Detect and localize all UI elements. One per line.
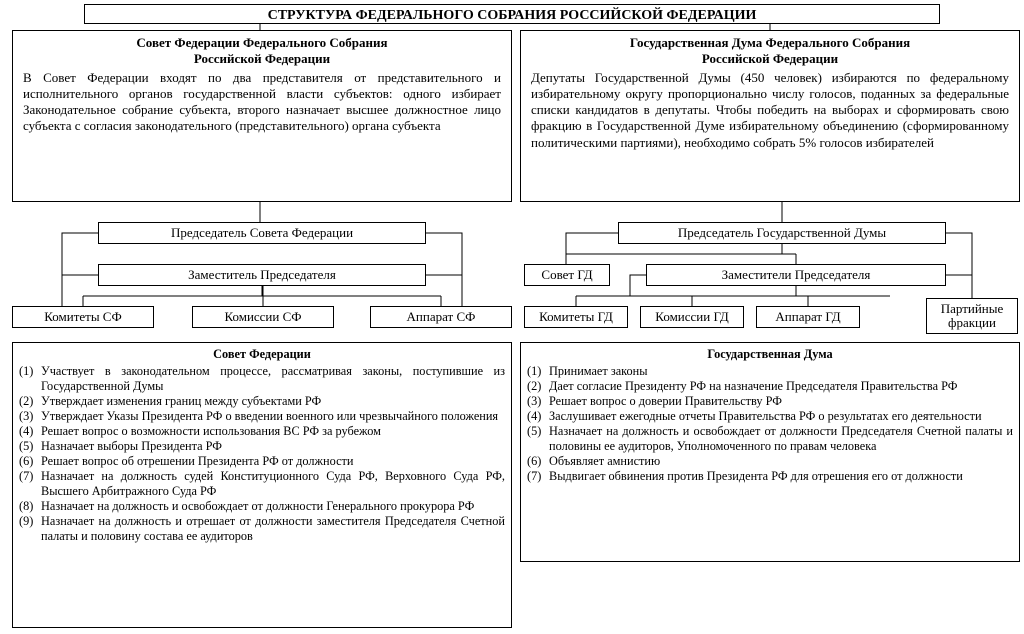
sf-function-item: Назначает на должность и отрешает от дол… [41, 514, 505, 544]
sf-header1: Совет Федерации Федерального Собрания [23, 35, 501, 51]
sf-functions-box: Совет Федерации Участвует в законодатель… [12, 342, 512, 628]
gd-function-item: Выдвигает обвинения против Президента РФ… [549, 469, 1013, 484]
sf-function-item: Участвует в законодательном процессе, ра… [41, 364, 505, 394]
sf-main-box: Совет Федерации Федерального Собрания Ро… [12, 30, 512, 202]
sf-function-item: Назначает выборы Президента РФ [41, 439, 505, 454]
sf-commissions: Комиссии СФ [192, 306, 334, 328]
gd-council: Совет ГД [524, 264, 610, 286]
gd-body: Депутаты Государственной Думы (450 челов… [531, 70, 1009, 151]
sf-functions-list: Участвует в законодательном процессе, ра… [19, 364, 505, 544]
sf-function-item: Решает вопрос о возможности использовани… [41, 424, 505, 439]
gd-apparatus: Аппарат ГД [756, 306, 860, 328]
gd-apparatus-label: Аппарат ГД [775, 309, 840, 324]
sf-apparatus: Аппарат СФ [370, 306, 512, 328]
sf-apparatus-label: Аппарат СФ [407, 309, 476, 324]
gd-header2: Российской Федерации [531, 51, 1009, 67]
gd-function-item: Дает согласие Президенту РФ на назначени… [549, 379, 1013, 394]
sf-header2: Российской Федерации [23, 51, 501, 67]
gd-commissions-label: Комиссии ГД [655, 309, 728, 324]
sf-chairman-label: Председатель Совета Федерации [171, 225, 353, 240]
gd-chairman-label: Председатель Государственной Думы [678, 225, 886, 240]
gd-committees: Комитеты ГД [524, 306, 628, 328]
sf-function-item: Утверждает изменения границ между субъек… [41, 394, 505, 409]
sf-functions-title: Совет Федерации [19, 347, 505, 362]
sf-committees-label: Комитеты СФ [44, 309, 122, 324]
gd-function-item: Принимает законы [549, 364, 1013, 379]
gd-function-item: Решает вопрос о доверии Правительству РФ [549, 394, 1013, 409]
gd-commissions: Комиссии ГД [640, 306, 744, 328]
gd-deputy-label: Заместители Председателя [722, 267, 871, 282]
sf-function-item: Утверждает Указы Президента РФ о введени… [41, 409, 505, 424]
gd-main-box: Государственная Дума Федерального Собран… [520, 30, 1020, 202]
sf-commissions-label: Комиссии СФ [224, 309, 301, 324]
gd-functions-title: Государственная Дума [527, 347, 1013, 362]
gd-council-label: Совет ГД [541, 267, 592, 282]
gd-functions-list: Принимает законыДает согласие Президенту… [527, 364, 1013, 484]
sf-deputy: Заместитель Председателя [98, 264, 426, 286]
sf-body: В Совет Федерации входят по два представ… [23, 70, 501, 135]
gd-functions-box: Государственная Дума Принимает законыДае… [520, 342, 1020, 562]
gd-chairman: Председатель Государственной Думы [618, 222, 946, 244]
sf-function-item: Назначает на должность судей Конституцио… [41, 469, 505, 499]
gd-factions-label: Партийные фракции [941, 301, 1004, 330]
gd-committees-label: Комитеты ГД [539, 309, 613, 324]
sf-chairman: Председатель Совета Федерации [98, 222, 426, 244]
main-title: СТРУКТУРА ФЕДЕРАЛЬНОГО СОБРАНИЯ РОССИЙСК… [84, 4, 940, 24]
sf-committees: Комитеты СФ [12, 306, 154, 328]
title-text: СТРУКТУРА ФЕДЕРАЛЬНОГО СОБРАНИЯ РОССИЙСК… [268, 8, 757, 23]
sf-function-item: Решает вопрос об отрешении Президента РФ… [41, 454, 505, 469]
gd-deputy: Заместители Председателя [646, 264, 946, 286]
sf-deputy-label: Заместитель Председателя [188, 267, 336, 282]
sf-function-item: Назначает на должность и освобождает от … [41, 499, 505, 514]
gd-function-item: Назначает на должность и освобождает от … [549, 424, 1013, 454]
gd-function-item: Заслушивает ежегодные отчеты Правительст… [549, 409, 1013, 424]
gd-function-item: Объявляет амнистию [549, 454, 1013, 469]
gd-factions: Партийные фракции [926, 298, 1018, 334]
gd-header1: Государственная Дума Федерального Собран… [531, 35, 1009, 51]
